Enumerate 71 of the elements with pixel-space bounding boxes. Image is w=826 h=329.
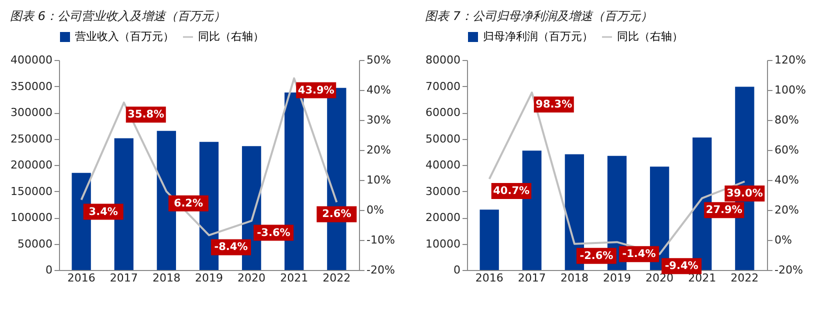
y-tick-label: 150000 <box>10 184 52 198</box>
data-label: 6.2% <box>174 197 204 210</box>
y-tick-label: 20000 <box>426 211 460 224</box>
y2-tick-label: 120% <box>774 54 806 66</box>
data-label: 3.4% <box>88 206 118 218</box>
chart-title: 图表 6：公司营业收入及增速（百万元） <box>10 9 226 23</box>
x-tick-label: 2019 <box>195 272 223 284</box>
y2-tick-label: 20% <box>774 204 799 216</box>
y2-tick-label: 60% <box>774 144 799 156</box>
data-label: -1.4% <box>622 248 656 260</box>
x-tick-label: 2022 <box>730 272 759 284</box>
y2-tick-label: 100% <box>774 84 806 96</box>
y-tick-label: 50000 <box>426 132 460 146</box>
y2-tick-label: 0% <box>366 204 384 216</box>
y-tick-label: 300000 <box>10 106 52 119</box>
y2-tick-label: 80% <box>774 114 799 126</box>
data-label: 35.8% <box>128 108 165 121</box>
y-tick-label: 60000 <box>426 106 460 119</box>
bar <box>156 130 176 270</box>
chart-title: 图表 7：公司归母净利润及增速（百万元） <box>425 9 652 23</box>
y-tick-label: 40000 <box>426 158 460 172</box>
y2-tick-label: 40% <box>774 174 799 186</box>
y-tick-label: 0 <box>46 264 52 276</box>
y-tick-label: 0 <box>454 264 460 276</box>
data-label: 2.6% <box>322 208 352 220</box>
data-label: 27.9% <box>706 204 743 216</box>
legend-label: 营业收入（百万元） <box>75 30 174 43</box>
y-tick-label: 100000 <box>10 211 52 224</box>
x-tick-label: 2016 <box>475 272 504 284</box>
y-tick-label: 80000 <box>426 54 460 66</box>
data-label: -8.4% <box>214 241 248 254</box>
y2-tick-label: -10% <box>366 234 395 246</box>
y-tick-label: 400000 <box>10 54 52 66</box>
legend-label: 同比（右轴） <box>617 30 683 43</box>
y2-tick-label: 40% <box>366 84 391 96</box>
data-label: -2.6% <box>580 250 614 262</box>
x-tick-label: 2020 <box>646 272 674 284</box>
y-tick-label: 200000 <box>10 158 52 172</box>
x-tick-label: 2017 <box>518 272 546 284</box>
y2-tick-label: 30% <box>366 114 391 126</box>
y2-tick-label: 10% <box>366 174 391 186</box>
y-tick-label: 70000 <box>426 80 460 93</box>
data-label: 40.7% <box>493 184 530 197</box>
x-tick-label: 2016 <box>67 272 96 284</box>
y-tick-label: 50000 <box>18 237 52 250</box>
x-tick-label: 2020 <box>238 272 266 284</box>
y2-tick-label: 50% <box>366 54 391 66</box>
y2-tick-label: 0% <box>774 234 792 246</box>
x-tick-label: 2021 <box>688 272 716 284</box>
bar <box>72 172 91 270</box>
data-label: 39.0% <box>726 188 764 200</box>
y-tick-label: 30000 <box>426 184 460 198</box>
data-label: -9.4% <box>664 260 699 272</box>
y-tick-label: 350000 <box>10 80 52 93</box>
x-tick-label: 2021 <box>280 272 308 284</box>
data-label: 98.3% <box>536 98 573 111</box>
data-label: 43.9% <box>298 84 335 96</box>
bar <box>480 210 499 270</box>
y2-tick-label: -20% <box>774 264 803 276</box>
data-label: -3.6% <box>256 226 291 239</box>
y2-tick-label: 20% <box>366 144 391 156</box>
y-tick-label: 10000 <box>426 237 460 250</box>
x-tick-label: 2018 <box>560 272 588 284</box>
legend-label: 同比（右轴） <box>198 30 264 43</box>
x-tick-label: 2017 <box>110 272 138 284</box>
y-tick-label: 250000 <box>10 132 52 146</box>
y2-tick-label: -20% <box>366 264 395 276</box>
legend-label: 归母净利润（百万元） <box>483 30 593 43</box>
x-tick-label: 2019 <box>603 272 631 284</box>
x-tick-label: 2022 <box>322 272 351 284</box>
x-tick-label: 2018 <box>152 272 180 284</box>
